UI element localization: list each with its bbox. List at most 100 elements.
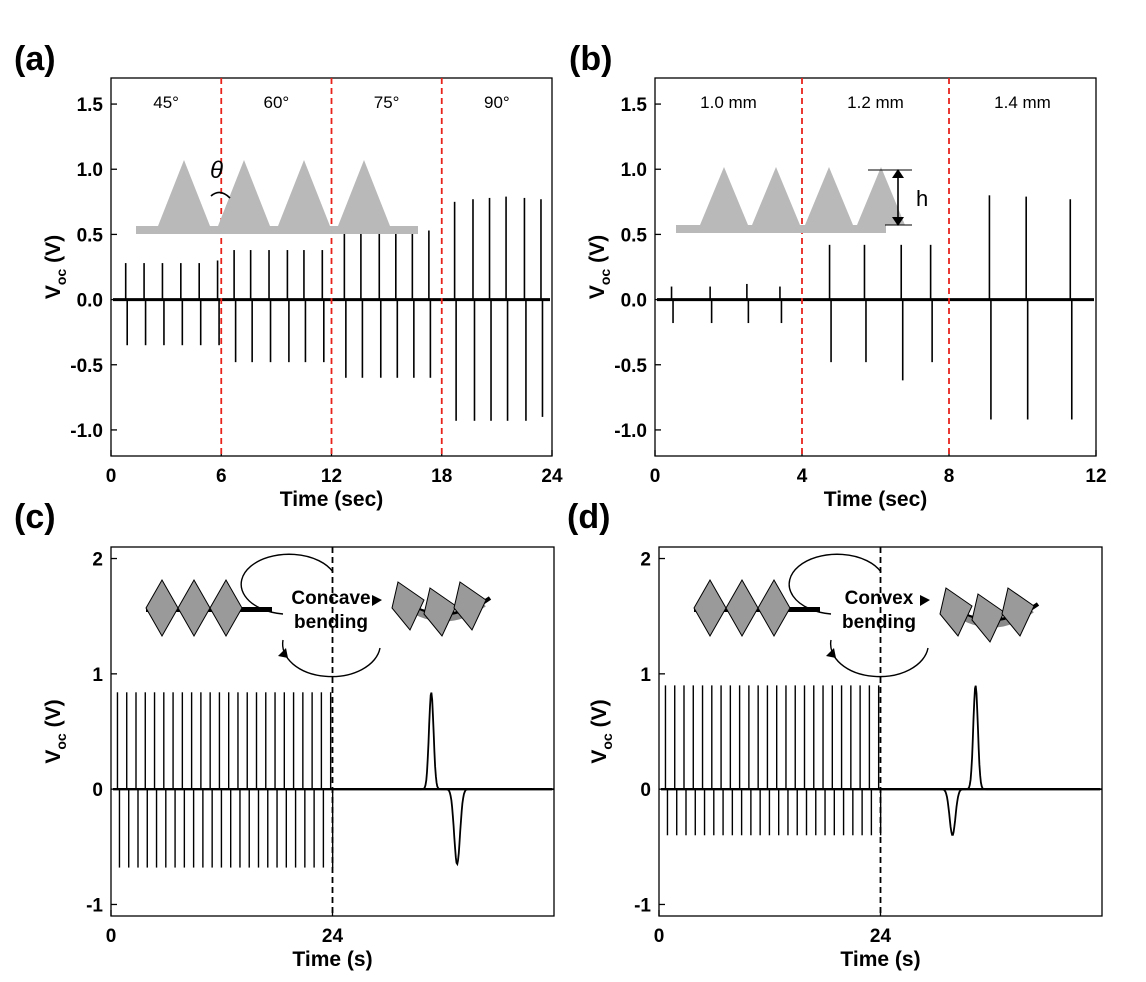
y-axis-label: Voc (V): [42, 235, 69, 299]
ridge-diamond: [209, 578, 243, 638]
y-tick-label: -1: [86, 895, 103, 916]
y-axis-label-unit: (V): [42, 235, 65, 263]
y-tick-label: -1.0: [614, 421, 647, 442]
ridge-diamond: [757, 578, 791, 638]
inset-illustration: h: [676, 167, 928, 233]
cycle-arc-top: [240, 553, 334, 615]
segment-label: 60°: [264, 93, 290, 112]
y-axis-label: Voc (V): [42, 699, 69, 763]
y-tick-label: 1.5: [621, 95, 648, 116]
cycle-arc-bottom: [281, 639, 381, 678]
angle-arc: [210, 191, 231, 199]
y-tick-label: -1.0: [70, 421, 103, 442]
y-tick-label: 0.0: [621, 291, 647, 312]
ridge-diamond: [145, 578, 179, 638]
x-tick-label: 12: [321, 466, 342, 487]
cycle-arc-top: [788, 553, 882, 615]
y-axis-label-unit: (V): [588, 699, 611, 727]
pulse-trace: [332, 692, 554, 867]
triangle-ridge: [857, 167, 905, 225]
segment-label: 90°: [484, 93, 510, 112]
y-tick-label: 0: [640, 780, 651, 801]
pulse-trace: [880, 685, 1102, 836]
theta-symbol: θ: [210, 157, 223, 184]
segment-label: 45°: [153, 93, 179, 112]
plot-frame: [654, 77, 1097, 457]
panel-label: (c): [14, 498, 56, 536]
cycle-arrowhead: [278, 648, 288, 658]
y-axis-label-main: V: [588, 750, 611, 764]
x-tick-label: 4: [797, 466, 808, 487]
substrate-bar: [136, 226, 418, 234]
cycle-arrowhead: [826, 648, 836, 658]
y-tick-label: 1.0: [77, 160, 103, 181]
y-axis-label: Voc (V): [588, 699, 615, 763]
x-tick-label: 0: [106, 466, 117, 487]
signal: [113, 692, 554, 868]
bending-label-2: bending: [294, 612, 368, 633]
x-axis-label: Time (s): [292, 948, 372, 971]
signal: [661, 685, 1102, 836]
y-tick-label: 2: [640, 550, 651, 571]
y-axis-label-sub: oc: [53, 733, 69, 750]
triangle-ridge: [158, 160, 210, 226]
x-tick-label: 6: [216, 466, 227, 487]
bent-ridge: [453, 581, 487, 631]
cycle-arrowhead: [920, 595, 930, 606]
segment-label: 1.0 mm: [700, 93, 757, 112]
triangle-ridge: [700, 167, 748, 225]
bent-ridge: [1001, 587, 1035, 637]
bent-ridge: [423, 587, 457, 637]
triangle-ridge: [218, 160, 270, 226]
x-tick-label: 24: [870, 926, 892, 947]
y-tick-label: 2: [92, 550, 103, 571]
bent-ridge: [971, 593, 1005, 643]
panel-a: (a) 0 6 12 18 24 -1.0 -0.5 0.0 0.5 1.0 1.5 Time (sec…: [14, 40, 563, 511]
y-tick-label: 1.5: [77, 95, 104, 116]
bending-label-2: bending: [842, 612, 916, 633]
panel-label: (d): [567, 498, 610, 536]
y-tick-label: -0.5: [614, 356, 647, 377]
x-axis-label: Time (sec): [280, 488, 384, 511]
triangle-ridge: [805, 167, 853, 225]
inset-illustration: Convex bending: [693, 553, 1040, 678]
y-tick-label: 0.5: [77, 225, 104, 246]
y-axis-label-sub: oc: [53, 269, 69, 286]
segment-label: 1.4 mm: [994, 93, 1051, 112]
x-tick-label: 8: [944, 466, 955, 487]
y-tick-label: 0.5: [621, 225, 648, 246]
x-axis-label: Time (sec): [824, 488, 928, 511]
y-axis-label-main: V: [42, 750, 65, 764]
x-axis-label: Time (s): [840, 948, 920, 971]
x-tick-label: 24: [541, 466, 563, 487]
x-tick-label: 18: [431, 466, 452, 487]
y-tick-label: 1.0: [621, 160, 647, 181]
panel-label: (b): [569, 40, 612, 78]
arrowhead-up: [892, 169, 904, 178]
y-axis-label-main: V: [586, 285, 609, 299]
inset-illustration: Concave bending: [145, 553, 492, 678]
bent-ridge: [939, 587, 973, 637]
substrate-bar: [676, 225, 886, 233]
bending-label-1: Convex: [845, 588, 914, 609]
triangle-ridge: [752, 167, 800, 225]
y-tick-label: 1: [640, 665, 651, 686]
segment-label: 75°: [374, 93, 400, 112]
ridge-diamond: [725, 578, 759, 638]
cycle-arrowhead: [372, 595, 382, 606]
y-tick-label: 0.0: [77, 291, 103, 312]
cycle-arc-bottom: [829, 639, 929, 678]
x-tick-label: 24: [322, 926, 344, 947]
y-axis-label-unit: (V): [42, 699, 65, 727]
y-tick-label: -0.5: [70, 356, 103, 377]
y-tick-label: 0: [92, 780, 103, 801]
ridge-diamond: [693, 578, 727, 638]
y-axis-label-sub: oc: [599, 733, 615, 750]
x-tick-label: 0: [650, 466, 661, 487]
triangle-ridge: [278, 160, 330, 226]
height-symbol: h: [916, 186, 928, 211]
y-axis-label: Voc (V): [586, 235, 613, 299]
